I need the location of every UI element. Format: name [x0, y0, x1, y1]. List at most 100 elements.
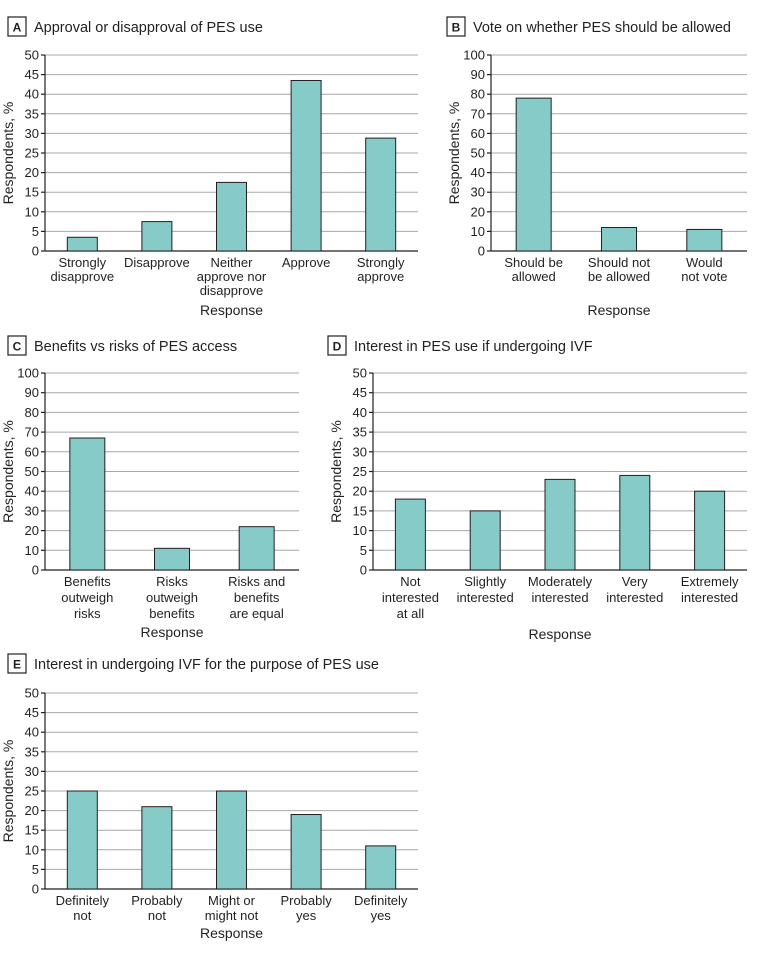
panel-a-category-label: Neither approve nor disapprove: [197, 255, 267, 298]
panel-a-ytick-label: 25: [25, 146, 39, 161]
panel-e-bar: [290, 814, 322, 890]
panel-c-letter: C: [13, 340, 22, 354]
panel-a-category-label: Approve: [282, 255, 330, 270]
panel-d-bar: [619, 474, 651, 571]
panel-e-ytick-label: 45: [25, 705, 39, 720]
panel-a-ytick-label: 10: [25, 204, 39, 219]
panel-e-bar: [141, 806, 173, 890]
panel-b-ytick-label: 40: [471, 165, 485, 180]
panel-a-ytick-label: 40: [25, 87, 39, 102]
panel-a-ytick-label: 15: [25, 185, 39, 200]
panel-d-ytick-label: 15: [353, 503, 367, 518]
panel-b-ytick-label: 100: [463, 48, 485, 63]
panel-b-letter: B: [452, 21, 461, 35]
panel-d-ytick-label: 20: [353, 484, 367, 499]
panel-c-ytick-label: 10: [25, 543, 39, 558]
panel-d-ytick-label: 45: [353, 385, 367, 400]
panel-b-title: Vote on whether PES should be allowed: [473, 20, 731, 36]
panel-d-title: Interest in PES use if undergoing IVF: [354, 339, 593, 355]
panel-a-bar: [66, 236, 98, 252]
panel-d-bar: [544, 478, 576, 571]
panel-e-bar: [216, 790, 247, 890]
panel-a-ytick-label: 35: [25, 106, 39, 121]
panel-a-badge: [7, 16, 27, 37]
panel-b-ytick-label: 30: [471, 185, 485, 200]
panel-c-ytick-label: 90: [25, 385, 39, 400]
panel-e-ytick-label: 5: [32, 862, 39, 877]
panel-d-ytick-label: 25: [353, 464, 367, 479]
panel-c-ytick-label: 40: [25, 484, 39, 499]
panel-c-ytick-label: 50: [25, 464, 39, 479]
panel-e-x-axis-label: Response: [200, 925, 263, 941]
panel-b-badge: [446, 16, 466, 37]
panel-a-bar: [290, 79, 322, 252]
panel-d-bar: [394, 498, 426, 571]
panel-e-ytick-label: 20: [25, 803, 39, 818]
panel-a-y-axis-label: Respondents, %: [0, 102, 16, 205]
panel-c-category-label: Benefits outweigh risks: [61, 574, 113, 621]
panel-c-x-axis-label: Response: [140, 624, 203, 640]
panel-d-x-axis-label: Response: [528, 626, 591, 642]
panel-d-ytick-label: 35: [353, 425, 367, 440]
panel-a-ytick-label: 5: [32, 224, 39, 239]
panel-a-bar: [216, 181, 247, 252]
panel-b-ytick-label: 50: [471, 146, 485, 161]
panel-e-ytick-label: 50: [25, 686, 39, 701]
panel-d-ytick-label: 10: [353, 523, 367, 538]
panel-e-ytick-label: 15: [25, 823, 39, 838]
panel-d-bar: [469, 510, 501, 571]
panel-d-bar: [694, 490, 726, 571]
panel-a-ytick-label: 20: [25, 165, 39, 180]
panel-a-category-label: Strongly disapprove: [50, 255, 114, 284]
panel-e-category-label: Might or might not: [205, 893, 259, 923]
panel-b-ytick-label: 60: [471, 126, 485, 141]
panel-e-ytick-label: 0: [32, 882, 39, 897]
panel-b-category-label: Should be allowed: [504, 255, 563, 284]
panel-b-bar: [686, 228, 723, 252]
panel-d-ytick-label: 0: [360, 563, 367, 578]
panel-d-y-axis-label: Respondents, %: [328, 420, 344, 523]
panel-a-ytick-label: 45: [25, 67, 39, 82]
panel-c-badge: [7, 335, 27, 356]
panel-e-title: Interest in undergoing IVF for the purpo…: [34, 657, 379, 673]
panel-d-ytick-label: 50: [353, 366, 367, 381]
panel-e-category-label: Probably not: [131, 893, 183, 923]
panel-b-ytick-label: 0: [478, 244, 485, 259]
panel-a-bar: [365, 137, 397, 252]
panel-a-bar: [141, 221, 173, 252]
panel-e-ytick-label: 35: [25, 744, 39, 759]
panel-d-ytick-label: 5: [360, 543, 367, 558]
panel-e-category-label: Definitely not: [56, 893, 110, 923]
panel-c-ytick-label: 0: [32, 563, 39, 578]
panel-c-ytick-label: 20: [25, 523, 39, 538]
panel-c-ytick-label: 70: [25, 425, 39, 440]
panel-a-ytick-label: 30: [25, 126, 39, 141]
panel-e-badge: [7, 653, 27, 674]
panel-a-title: Approval or disapproval of PES use: [34, 20, 263, 36]
panel-b-bar: [601, 226, 637, 252]
panel-e-category-label: Probably yes: [280, 893, 332, 923]
panel-b-category-label: Would not vote: [681, 255, 727, 284]
panel-a-x-axis-label: Response: [200, 302, 263, 318]
panel-e-ytick-label: 40: [25, 725, 39, 740]
panel-d-letter: D: [333, 340, 342, 354]
panel-b-ytick-label: 70: [471, 106, 485, 121]
panel-c-bar: [154, 547, 190, 571]
panel-c-category-label: Risks outweigh benefits: [146, 574, 198, 621]
panel-c-ytick-label: 80: [25, 405, 39, 420]
panel-b-x-axis-label: Response: [587, 302, 650, 318]
panel-c-bar: [69, 437, 106, 571]
panel-c-ytick-label: 100: [17, 366, 39, 381]
panel-c-ytick-label: 30: [25, 503, 39, 518]
panel-b-bar: [515, 97, 552, 252]
panel-e-letter: E: [13, 658, 21, 672]
panel-c-y-axis-label: Respondents, %: [0, 420, 16, 523]
panel-a-ytick-label: 50: [25, 48, 39, 63]
panel-b-ytick-label: 10: [471, 224, 485, 239]
panel-e-ytick-label: 10: [25, 842, 39, 857]
panel-a-ytick-label: 0: [32, 244, 39, 259]
panel-d-category-label: Not interested at all: [382, 574, 439, 621]
panel-a-category-label: Disapprove: [124, 255, 190, 270]
panel-e-ytick-label: 30: [25, 764, 39, 779]
